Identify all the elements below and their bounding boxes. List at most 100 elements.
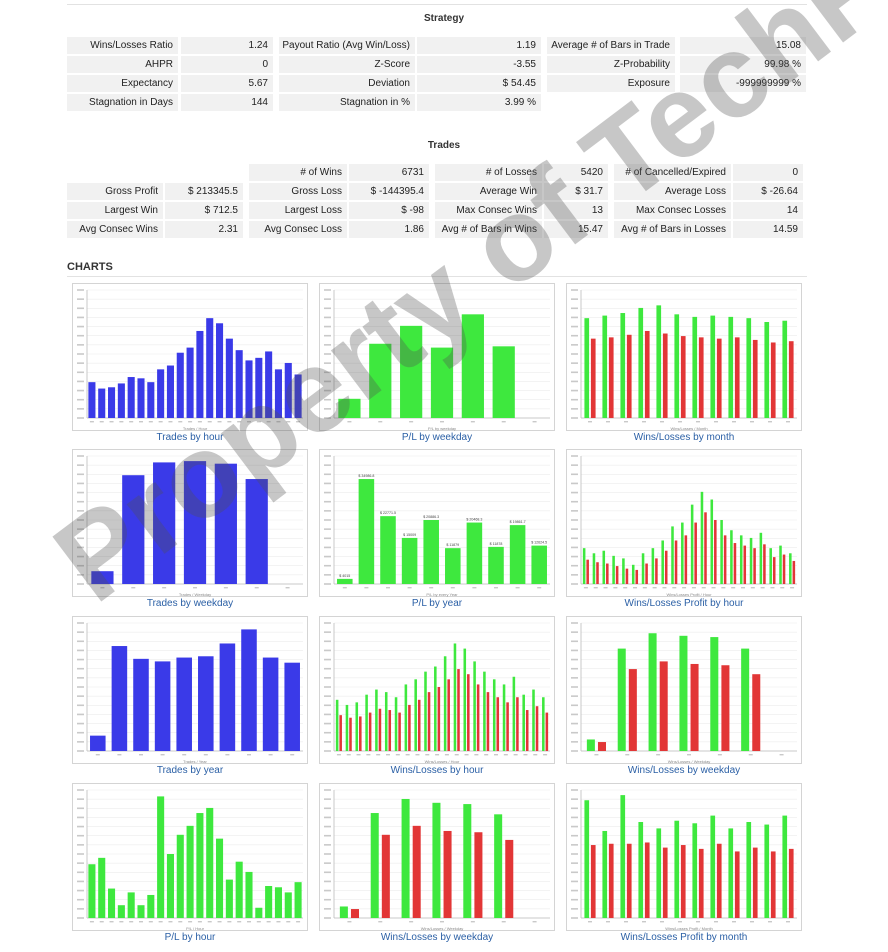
trades-label: Average Loss	[614, 183, 731, 200]
chart-caption: P/L by hour	[164, 932, 216, 943]
x-tick-label	[197, 921, 202, 923]
chart-bar	[339, 906, 348, 918]
y-tick-label	[77, 371, 84, 374]
x-tick-label	[296, 421, 301, 423]
chart-bar	[265, 886, 273, 918]
chart-bar	[586, 739, 595, 751]
y-tick-label	[77, 658, 84, 661]
chart-bar	[294, 882, 302, 918]
chart-panel: Wins/Losses / Hour	[319, 616, 555, 764]
chart-panel: Trades / Hour	[72, 283, 308, 431]
x-tick-label	[296, 921, 301, 923]
y-tick-label	[324, 853, 331, 855]
y-tick-label	[571, 798, 578, 800]
chart-panel: Wins/Losses / Month	[566, 283, 802, 431]
chart-bar	[728, 828, 734, 918]
x-tick-label	[583, 587, 588, 589]
x-tick-label	[678, 921, 682, 923]
x-tick-label	[89, 921, 94, 923]
x-tick-label	[347, 921, 352, 923]
x-tick-label	[696, 421, 700, 423]
x-tick-label	[336, 754, 341, 756]
chart-bar	[617, 648, 626, 751]
y-tick-label	[571, 622, 578, 624]
y-tick-label	[77, 334, 84, 337]
chart-svg: P/L by weekday	[324, 289, 550, 431]
chart-bar	[770, 851, 776, 918]
x-axis-label: Wins/Losses Profit / Month	[665, 926, 713, 931]
x-tick-label	[760, 587, 765, 589]
y-tick-label	[77, 640, 84, 643]
chart-bar	[404, 684, 408, 751]
chart-bar	[245, 479, 268, 584]
chart-bar	[355, 702, 359, 751]
chart-bar	[496, 697, 500, 751]
y-tick-label	[571, 325, 578, 328]
y-tick-label	[324, 807, 331, 810]
chart-bar	[690, 504, 694, 584]
y-tick-label	[77, 789, 84, 791]
y-tick-label	[77, 713, 84, 716]
data-label: $ 4015	[339, 574, 350, 578]
chart-caption: Wins/Losses by month	[633, 432, 735, 443]
chart-bar	[350, 909, 359, 918]
x-tick-label	[660, 421, 664, 423]
trades-label: Gross Loss	[249, 183, 347, 200]
y-tick-label	[571, 371, 578, 374]
strategy-value: 144	[181, 94, 273, 111]
y-tick-label	[324, 722, 331, 725]
chart-bar	[417, 699, 421, 751]
chart-bar	[378, 708, 382, 751]
chart-bar	[147, 894, 155, 918]
chart-bar	[412, 825, 421, 918]
chart-bar	[522, 694, 525, 751]
chart-bar	[274, 369, 282, 418]
x-tick-label	[515, 587, 520, 589]
top-divider	[67, 4, 807, 5]
x-tick-label	[533, 754, 538, 756]
x-tick-label	[227, 921, 232, 923]
x-tick-label	[678, 421, 682, 423]
chart-bar	[720, 520, 723, 584]
x-tick-label	[732, 421, 736, 423]
chart-bar	[368, 712, 372, 751]
chart-bar	[502, 684, 506, 751]
chart-svg: Wins/Losses / Weekday	[571, 622, 797, 764]
chart-bar	[214, 463, 237, 584]
x-tick-label	[494, 754, 498, 756]
chart-bar	[592, 553, 596, 584]
y-tick-label	[324, 380, 331, 383]
strategy-value: 1.24	[181, 37, 273, 54]
chart-bar	[506, 702, 509, 751]
y-tick-label	[77, 555, 84, 558]
y-tick-label	[324, 677, 331, 679]
x-tick-label	[440, 421, 444, 423]
chart-bar	[401, 798, 410, 918]
chart-caption: Trades by weekday	[146, 598, 234, 609]
y-tick-label	[77, 583, 84, 585]
x-tick-label	[109, 921, 114, 923]
chart-bar	[445, 548, 461, 584]
trades-value: 13	[544, 202, 608, 219]
y-tick-label	[77, 898, 84, 901]
x-tick-label	[606, 921, 610, 923]
chart-bar	[769, 548, 772, 584]
y-tick-label	[324, 583, 331, 585]
chart-bar	[147, 382, 155, 418]
y-tick-label	[571, 482, 578, 485]
chart-caption: Trades by hour	[156, 432, 224, 443]
chart-panel: $ 4015 $ 34986.8 $ 22771.5 $ 15009 $ 20886.3…	[319, 449, 555, 597]
y-tick-label	[77, 362, 84, 364]
chart-bar	[764, 322, 770, 418]
y-tick-label	[324, 871, 331, 874]
y-tick-label	[77, 455, 84, 457]
x-tick-label	[464, 754, 469, 756]
chart-bar	[680, 336, 686, 418]
chart-bar	[467, 674, 470, 751]
chart-panel: Trades / Year	[72, 616, 308, 764]
chart-bar	[656, 305, 662, 418]
x-tick-label	[780, 587, 785, 589]
x-tick-label	[409, 921, 414, 923]
x-tick-label	[160, 754, 165, 756]
y-tick-label	[77, 307, 84, 310]
